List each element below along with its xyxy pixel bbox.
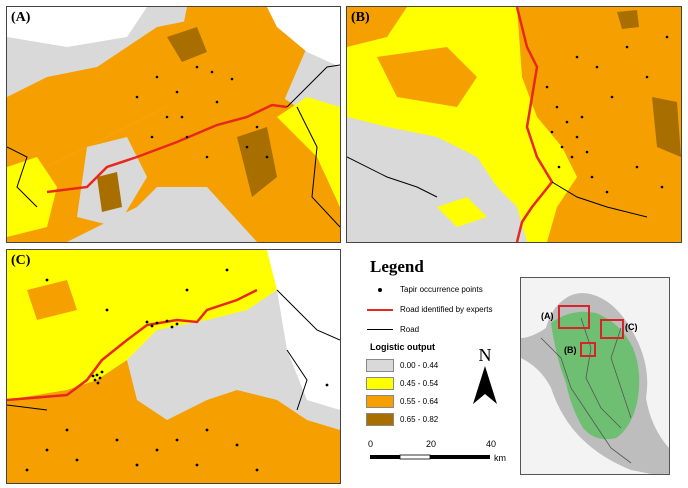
legend-expert-road-label: Road identified by experts	[400, 305, 493, 314]
legend-panel: Legend Tapir occurrence points Road iden…	[346, 249, 680, 482]
class-swatch	[366, 395, 394, 408]
inset-map-graphic	[521, 278, 669, 474]
inset-locator-map: (A) (C) (B)	[520, 277, 670, 475]
map-panel-b-raster	[347, 7, 681, 242]
legend-item-expert-road: Road identified by experts	[366, 305, 493, 314]
map-panel-a-raster	[7, 7, 340, 242]
inset-label-b: (B)	[564, 345, 577, 355]
north-arrow: N	[470, 345, 500, 411]
inset-label-c: (C)	[625, 322, 638, 332]
legend-class-row: 0.65 - 0.82	[366, 413, 438, 426]
class-range-label: 0.55 - 0.64	[400, 397, 439, 406]
scale-tick-20: 20	[426, 439, 437, 449]
class-swatch	[366, 377, 394, 390]
panel-label-c: (C)	[11, 253, 31, 268]
class-swatch	[366, 413, 394, 426]
logistic-output-title: Logistic output	[370, 342, 435, 352]
class-range-label: 0.00 - 0.44	[400, 361, 439, 370]
inset-box-b	[580, 342, 596, 357]
north-arrow-icon	[473, 366, 497, 404]
panel-label-b: (B)	[351, 10, 370, 25]
inset-box-c	[600, 319, 624, 339]
scale-tick-40: 40	[486, 439, 497, 449]
legend-occurrence-label: Tapir occurrence points	[400, 285, 483, 294]
legend-class-row: 0.55 - 0.64	[366, 395, 438, 408]
class-range-label: 0.65 - 0.82	[400, 415, 439, 424]
legend-class-row: 0.45 - 0.54	[366, 377, 438, 390]
scale-tick-0: 0	[368, 439, 374, 449]
class-swatch	[366, 359, 394, 372]
north-label: N	[478, 345, 492, 365]
road-line-icon	[366, 329, 394, 330]
scale-unit: km	[494, 453, 506, 463]
legend-class-row: 0.00 - 0.44	[366, 359, 438, 372]
legend-item-occurrence: Tapir occurrence points	[366, 285, 483, 294]
inset-box-a	[558, 305, 590, 329]
legend-title: Legend	[370, 257, 424, 276]
map-panel-b: (B)	[346, 6, 682, 243]
expert-road-line-icon	[366, 308, 394, 311]
legend-road-label: Road	[400, 325, 420, 334]
occurrence-point-icon	[366, 287, 394, 292]
inset-label-a: (A)	[541, 311, 554, 321]
map-panel-c: (C)	[6, 249, 341, 484]
legend-item-road: Road	[366, 325, 419, 334]
panel-label-a: (A)	[11, 10, 31, 25]
class-range-label: 0.45 - 0.54	[400, 379, 439, 388]
scale-bar-graphic	[370, 454, 490, 460]
map-panel-c-raster	[7, 250, 340, 483]
map-panel-a: (A)	[6, 6, 341, 243]
